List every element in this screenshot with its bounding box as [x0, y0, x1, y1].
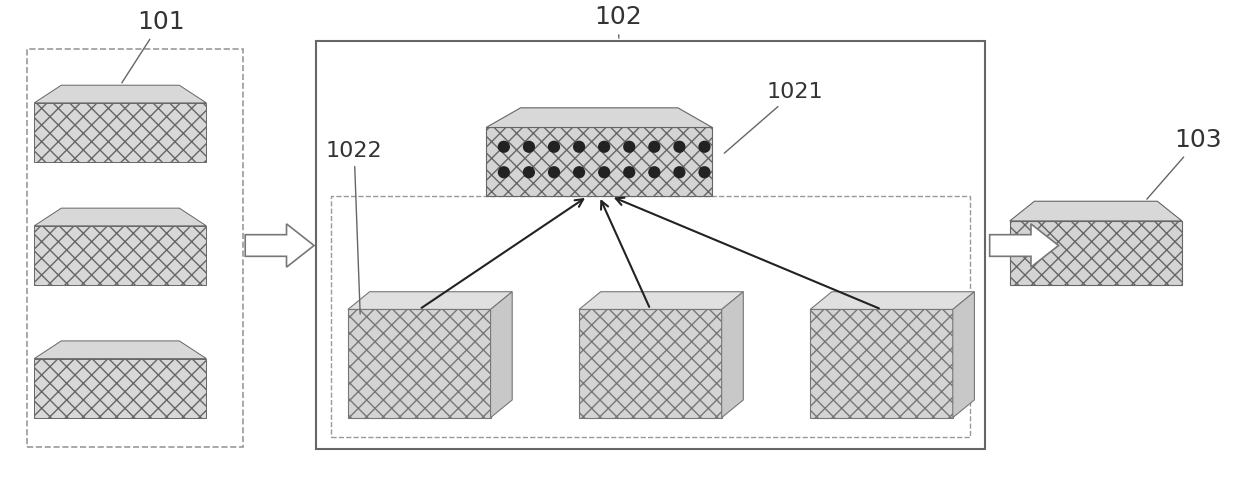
- Polygon shape: [246, 224, 314, 267]
- Bar: [1009, 221, 1182, 285]
- Bar: [35, 103, 206, 162]
- Polygon shape: [35, 208, 206, 226]
- Text: 1022: 1022: [326, 141, 382, 314]
- Circle shape: [599, 167, 610, 178]
- Polygon shape: [491, 292, 512, 418]
- Circle shape: [624, 167, 635, 178]
- Polygon shape: [722, 292, 743, 418]
- Bar: [316, 41, 985, 449]
- Circle shape: [699, 167, 709, 178]
- Circle shape: [498, 167, 510, 178]
- Circle shape: [699, 141, 709, 152]
- Polygon shape: [579, 309, 722, 418]
- Polygon shape: [35, 85, 206, 103]
- Bar: [35, 358, 206, 418]
- Circle shape: [548, 141, 559, 152]
- Circle shape: [574, 141, 584, 152]
- Circle shape: [574, 167, 584, 178]
- Bar: [331, 196, 970, 437]
- Polygon shape: [348, 309, 491, 418]
- Circle shape: [498, 141, 510, 152]
- Circle shape: [649, 141, 660, 152]
- Circle shape: [675, 167, 684, 178]
- Bar: [27, 49, 243, 447]
- Text: 102: 102: [594, 5, 642, 38]
- Circle shape: [523, 141, 534, 152]
- Polygon shape: [579, 292, 743, 309]
- Polygon shape: [990, 224, 1059, 267]
- Polygon shape: [486, 108, 712, 128]
- Bar: [486, 128, 712, 196]
- Text: 103: 103: [1147, 128, 1223, 199]
- Polygon shape: [1009, 201, 1182, 221]
- Polygon shape: [952, 292, 975, 418]
- Polygon shape: [810, 309, 952, 418]
- Polygon shape: [35, 341, 206, 358]
- Polygon shape: [810, 292, 975, 309]
- Circle shape: [624, 141, 635, 152]
- Circle shape: [675, 141, 684, 152]
- Circle shape: [523, 167, 534, 178]
- Text: 1021: 1021: [724, 82, 823, 153]
- Circle shape: [649, 167, 660, 178]
- Bar: [35, 226, 206, 285]
- Circle shape: [548, 167, 559, 178]
- Polygon shape: [348, 292, 512, 309]
- Text: 101: 101: [122, 10, 185, 83]
- Circle shape: [599, 141, 610, 152]
